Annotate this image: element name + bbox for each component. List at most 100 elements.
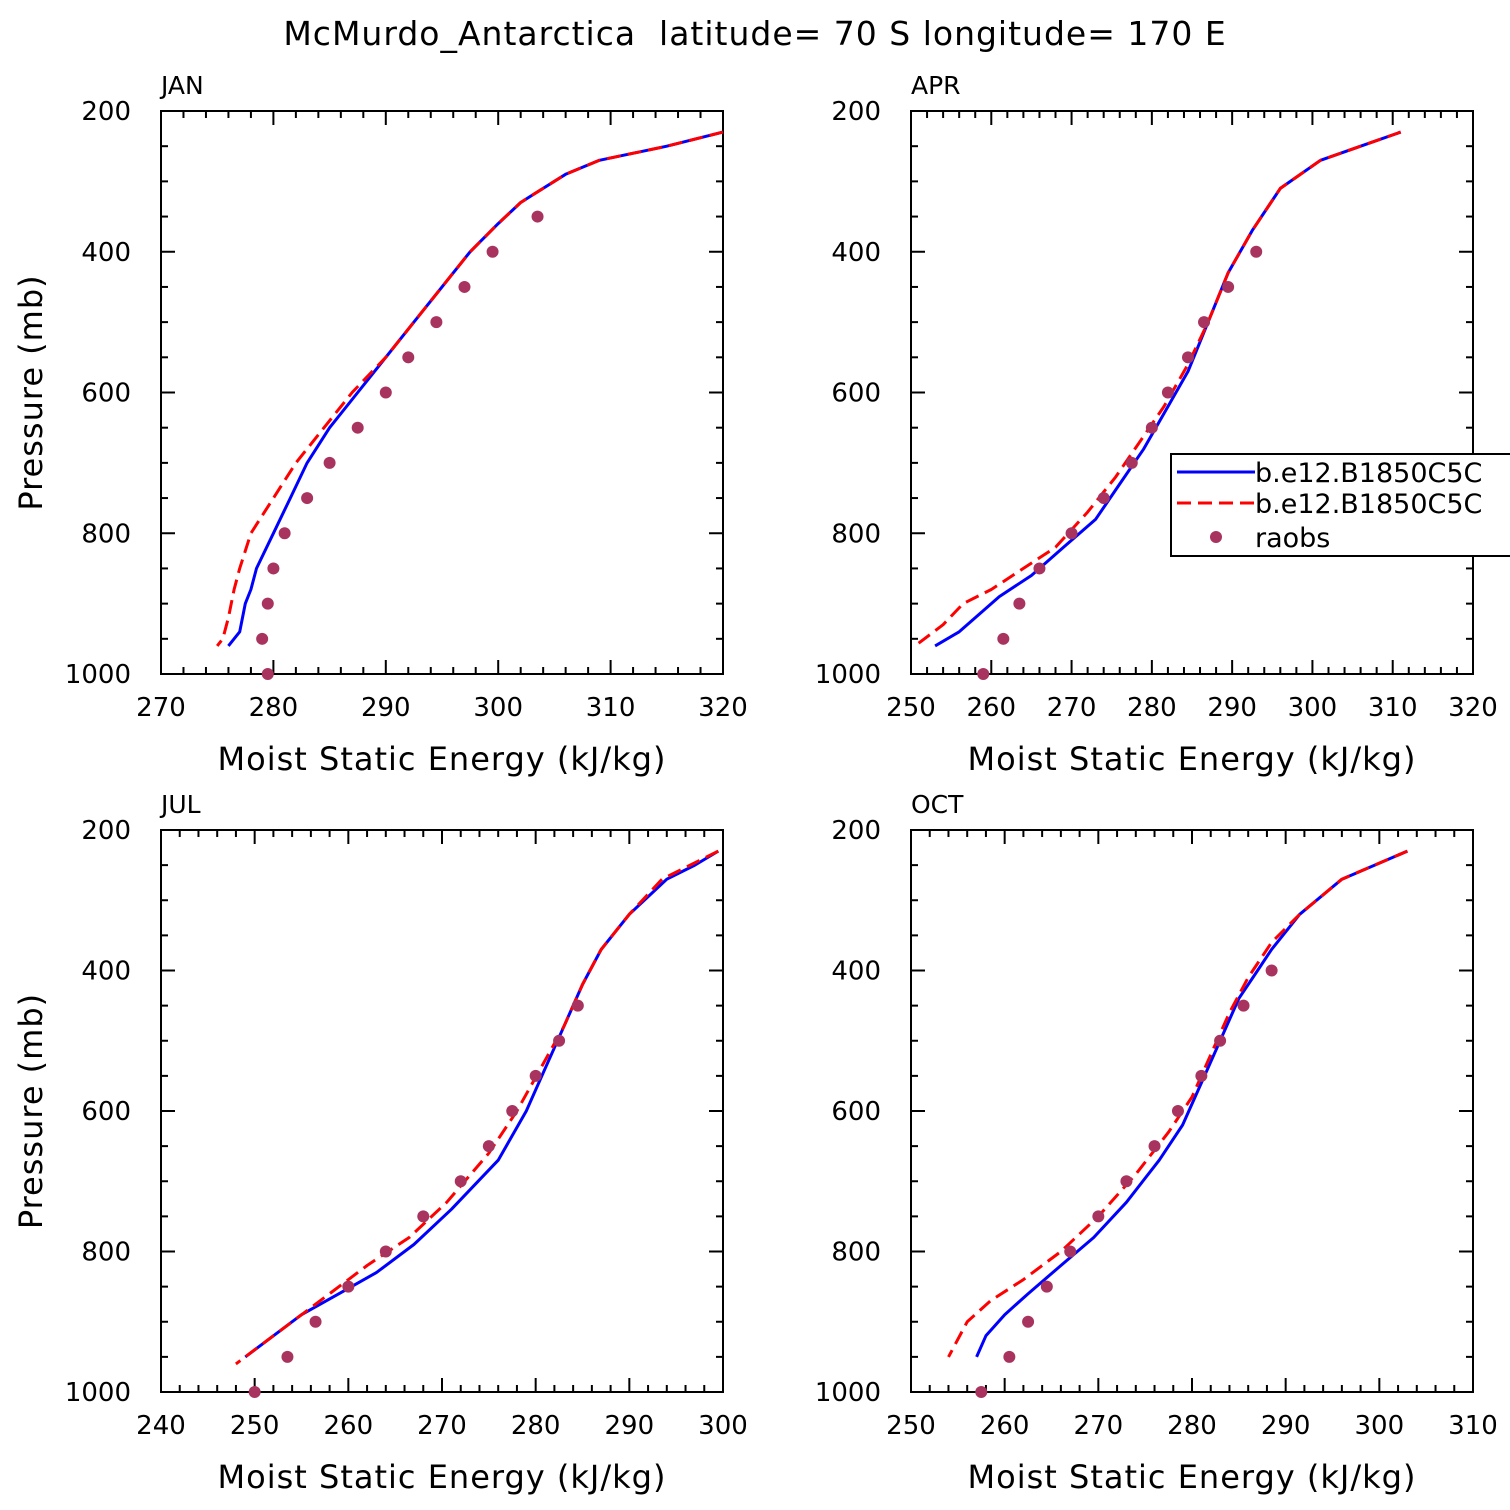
x-axis-title: Moist Static Energy (kJ/kg) [218, 1458, 667, 1496]
x-tick-label: 250 [230, 1411, 280, 1441]
y-tick-label: 200 [831, 816, 881, 846]
observation-point [248, 1386, 261, 1398]
observation-point [1148, 1140, 1161, 1153]
main-title: McMurdo_Antarctica latitude= 70 S longit… [283, 14, 1226, 53]
observation-point [553, 1034, 566, 1047]
y-tick-label: 400 [831, 957, 881, 987]
observation-point [1040, 1280, 1053, 1293]
panel-label: APR [911, 71, 961, 100]
x-tick-label: 280 [1127, 693, 1177, 723]
panels: 270 280 290 300 310 320 200 400 600 800 1000 Moist … [12, 71, 1498, 1496]
observation-point [1003, 1350, 1016, 1363]
observation-point [430, 316, 443, 329]
panel-label: OCT [911, 790, 964, 819]
observation-point [1198, 316, 1211, 329]
plot-frame [910, 829, 1474, 1393]
observation-point [1145, 421, 1158, 434]
observation-point [529, 1069, 542, 1082]
series-line-2 [234, 849, 719, 1366]
observation-point [261, 668, 274, 680]
observation-point [571, 999, 584, 1012]
y-tick-label: 400 [81, 238, 131, 268]
plot-frame [910, 110, 1474, 675]
observation-point [486, 245, 499, 258]
x-tick-label: 260 [980, 1411, 1030, 1441]
observation-point [1171, 1105, 1184, 1117]
x-tick-label: 270 [417, 1411, 467, 1441]
y-tick-label: 600 [831, 1097, 881, 1127]
observation-point [342, 1280, 355, 1293]
x-tick-label: 240 [136, 1411, 186, 1441]
x-tick-label: 290 [605, 1411, 655, 1441]
observation-point [482, 1140, 495, 1153]
observation-point [975, 1386, 988, 1398]
y-tick-label: 600 [81, 379, 131, 409]
observation-point [997, 632, 1010, 645]
legend-entry: raobs [1255, 523, 1330, 554]
x-tick-label: 320 [698, 693, 748, 723]
plot-frame [160, 110, 724, 675]
panel-jan: 270 280 290 300 310 320 200 400 600 800 1000 Moist … [12, 71, 748, 778]
series-line-2 [914, 130, 1402, 648]
x-tick-label: 310 [1448, 1411, 1498, 1441]
x-tick-label: 310 [1368, 693, 1418, 723]
series-line-1 [244, 849, 720, 1359]
observation-point [417, 1210, 430, 1223]
panel-oct: 250 260 270 280 290 300 310 200 400 600 800 1000 Moi… [815, 790, 1498, 1496]
panel-apr: 250 260 270 280 290 300 310 320 200 400 600 800 1000… [815, 71, 1498, 778]
series-line-1 [227, 130, 724, 647]
legend-entry: b.e12.B1850C5C [1255, 458, 1482, 489]
observation-point [402, 351, 415, 364]
observation-point [1022, 1315, 1035, 1328]
x-tick-label: 320 [1448, 693, 1498, 723]
x-tick-label: 270 [136, 693, 186, 723]
observation-point [261, 597, 274, 610]
x-axis-title: Moist Static Energy (kJ/kg) [218, 740, 667, 778]
x-axis-title: Moist Static Energy (kJ/kg) [968, 740, 1417, 778]
x-tick-label: 280 [249, 693, 299, 723]
x-tick-label: 280 [511, 1411, 561, 1441]
y-axis-title: Pressure (mb) [12, 993, 50, 1229]
observation-point [1237, 999, 1250, 1012]
observation-point [977, 668, 990, 680]
observation-point [1265, 964, 1278, 977]
observation-point [1250, 245, 1263, 258]
y-tick-label: 1000 [65, 660, 131, 690]
observation-point [1033, 562, 1046, 575]
y-tick-label: 200 [831, 97, 881, 127]
x-tick-label: 290 [1207, 693, 1257, 723]
plot-frame [160, 829, 724, 1393]
x-tick-label: 270 [1047, 693, 1097, 723]
observation-point [1214, 1034, 1227, 1047]
x-tick-label: 280 [1167, 1411, 1217, 1441]
x-axis-title: Moist Static Energy (kJ/kg) [968, 1458, 1417, 1496]
observation-point [458, 280, 471, 293]
y-tick-label: 1000 [65, 1378, 131, 1408]
x-tick-label: 290 [361, 693, 411, 723]
legend-swatch-dot [1210, 531, 1222, 543]
series-line-2 [947, 849, 1408, 1358]
y-tick-label: 1000 [815, 1378, 881, 1408]
observation-point [256, 632, 269, 645]
x-tick-label: 300 [1288, 693, 1338, 723]
observation-point [379, 386, 392, 399]
y-tick-label: 400 [81, 957, 131, 987]
y-tick-label: 400 [831, 238, 881, 268]
x-tick-label: 250 [886, 1411, 936, 1441]
observation-point [351, 421, 364, 434]
observation-point [1013, 597, 1026, 610]
observation-point [1065, 527, 1078, 540]
y-tick-label: 800 [81, 519, 131, 549]
y-tick-label: 800 [831, 519, 881, 549]
x-tick-label: 300 [698, 1411, 748, 1441]
x-tick-label: 260 [324, 1411, 374, 1441]
observation-point [281, 1350, 294, 1363]
observation-point [1097, 492, 1110, 505]
x-tick-label: 250 [886, 693, 936, 723]
panel-label: JUL [159, 790, 201, 819]
observation-point [506, 1105, 519, 1117]
x-tick-label: 310 [586, 693, 636, 723]
observation-point [1222, 280, 1235, 293]
